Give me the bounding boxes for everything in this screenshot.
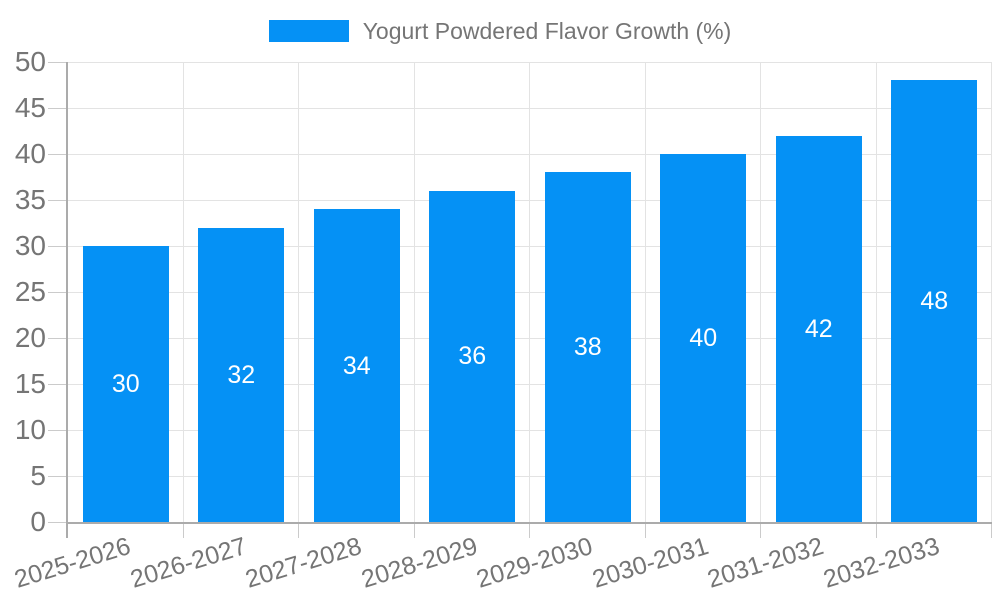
x-tick-label: 2026-2027: [126, 532, 250, 594]
y-axis-tick: [48, 429, 68, 431]
h-gridline: [68, 153, 992, 155]
x-axis-tick: [413, 524, 415, 538]
y-axis-tick: [48, 291, 68, 293]
h-gridline: [68, 475, 992, 477]
y-axis-tick: [48, 521, 68, 523]
v-gridline: [875, 62, 877, 522]
bar[interactable]: 42: [775, 135, 862, 522]
h-gridline: [68, 245, 992, 247]
y-axis-tick: [48, 153, 68, 155]
h-gridline: [68, 199, 992, 201]
h-gridline: [68, 429, 992, 431]
y-axis-tick: [48, 337, 68, 339]
y-tick-label: 10: [14, 414, 46, 445]
x-axis-line: [66, 522, 992, 524]
h-gridline: [68, 291, 992, 293]
y-tick-label: 30: [14, 230, 46, 261]
v-gridline: [644, 62, 646, 522]
h-gridline: [68, 107, 992, 109]
x-tick-label: 2027-2028: [242, 532, 365, 594]
bar-value-label: 34: [342, 351, 371, 380]
bar-value-label: 30: [111, 370, 140, 398]
x-tick-label: 2030-2031: [588, 532, 712, 594]
y-axis-tick: [48, 245, 68, 247]
bar-value-label: 48: [920, 287, 949, 316]
y-tick-label: 40: [14, 138, 46, 169]
x-axis-tick: [644, 524, 646, 538]
x-tick-label: 2032-2033: [819, 532, 943, 594]
bar[interactable]: 34: [313, 209, 400, 522]
legend[interactable]: Yogurt Powdered Flavor Growth (%): [0, 17, 1000, 45]
v-gridline: [182, 62, 184, 522]
plot-area: 30 2025-2026 32 2026-2027 34 2027-2028 36 2028-…: [11, 61, 992, 594]
v-gridline: [529, 62, 530, 522]
y-tick-label: 15: [14, 368, 46, 399]
y-tick-label: 50: [14, 46, 46, 77]
y-axis-tick: [48, 383, 68, 385]
bar[interactable]: 36: [429, 190, 516, 522]
x-tick-label: 2031-2032: [704, 532, 827, 594]
y-axis-tick: [48, 199, 68, 201]
v-gridline: [991, 62, 992, 522]
x-tick-label: 2025-2026: [11, 532, 134, 594]
y-axis-line: [66, 62, 68, 538]
y-tick-label: 0: [30, 506, 46, 537]
y-axis-tick: [48, 61, 68, 63]
v-gridline: [413, 62, 415, 522]
bar-value-label: 36: [458, 342, 487, 371]
y-axis-tick: [48, 107, 68, 109]
h-gridline: [68, 62, 992, 63]
v-gridline: [760, 62, 761, 522]
bar[interactable]: 48: [891, 80, 978, 522]
x-axis-tick: [991, 524, 992, 538]
bar-value-label: 32: [227, 360, 256, 389]
y-tick-label: 5: [30, 460, 46, 491]
bar[interactable]: 40: [660, 154, 747, 522]
legend-label: Yogurt Powdered Flavor Growth (%): [362, 18, 732, 44]
x-tick-label: 2028-2029: [357, 532, 481, 594]
legend-swatch: [268, 20, 349, 42]
x-axis-tick: [182, 524, 184, 538]
bar-value-label: 42: [804, 314, 833, 343]
y-axis-labels: 0 5 10 15 20 25 30 35 40 45 50: [0, 47, 46, 537]
h-gridline: [68, 383, 992, 385]
bar-value-label: 40: [689, 324, 718, 352]
x-tick-label: 2029-2030: [473, 532, 596, 594]
v-gridline: [298, 62, 299, 522]
y-axis-tick: [48, 475, 68, 477]
x-axis-tick: [760, 524, 761, 538]
x-axis-tick: [529, 524, 530, 538]
h-gridline: [68, 337, 992, 339]
bar[interactable]: 30: [82, 246, 169, 522]
y-tick-label: 20: [14, 322, 46, 353]
x-axis-tick: [298, 524, 299, 538]
bar[interactable]: 32: [198, 227, 285, 522]
y-tick-label: 25: [14, 276, 46, 307]
x-axis-tick: [875, 524, 877, 538]
y-tick-label: 35: [14, 184, 46, 215]
bar[interactable]: 38: [544, 172, 631, 522]
bar-value-label: 38: [573, 333, 602, 362]
y-tick-label: 45: [14, 92, 46, 123]
